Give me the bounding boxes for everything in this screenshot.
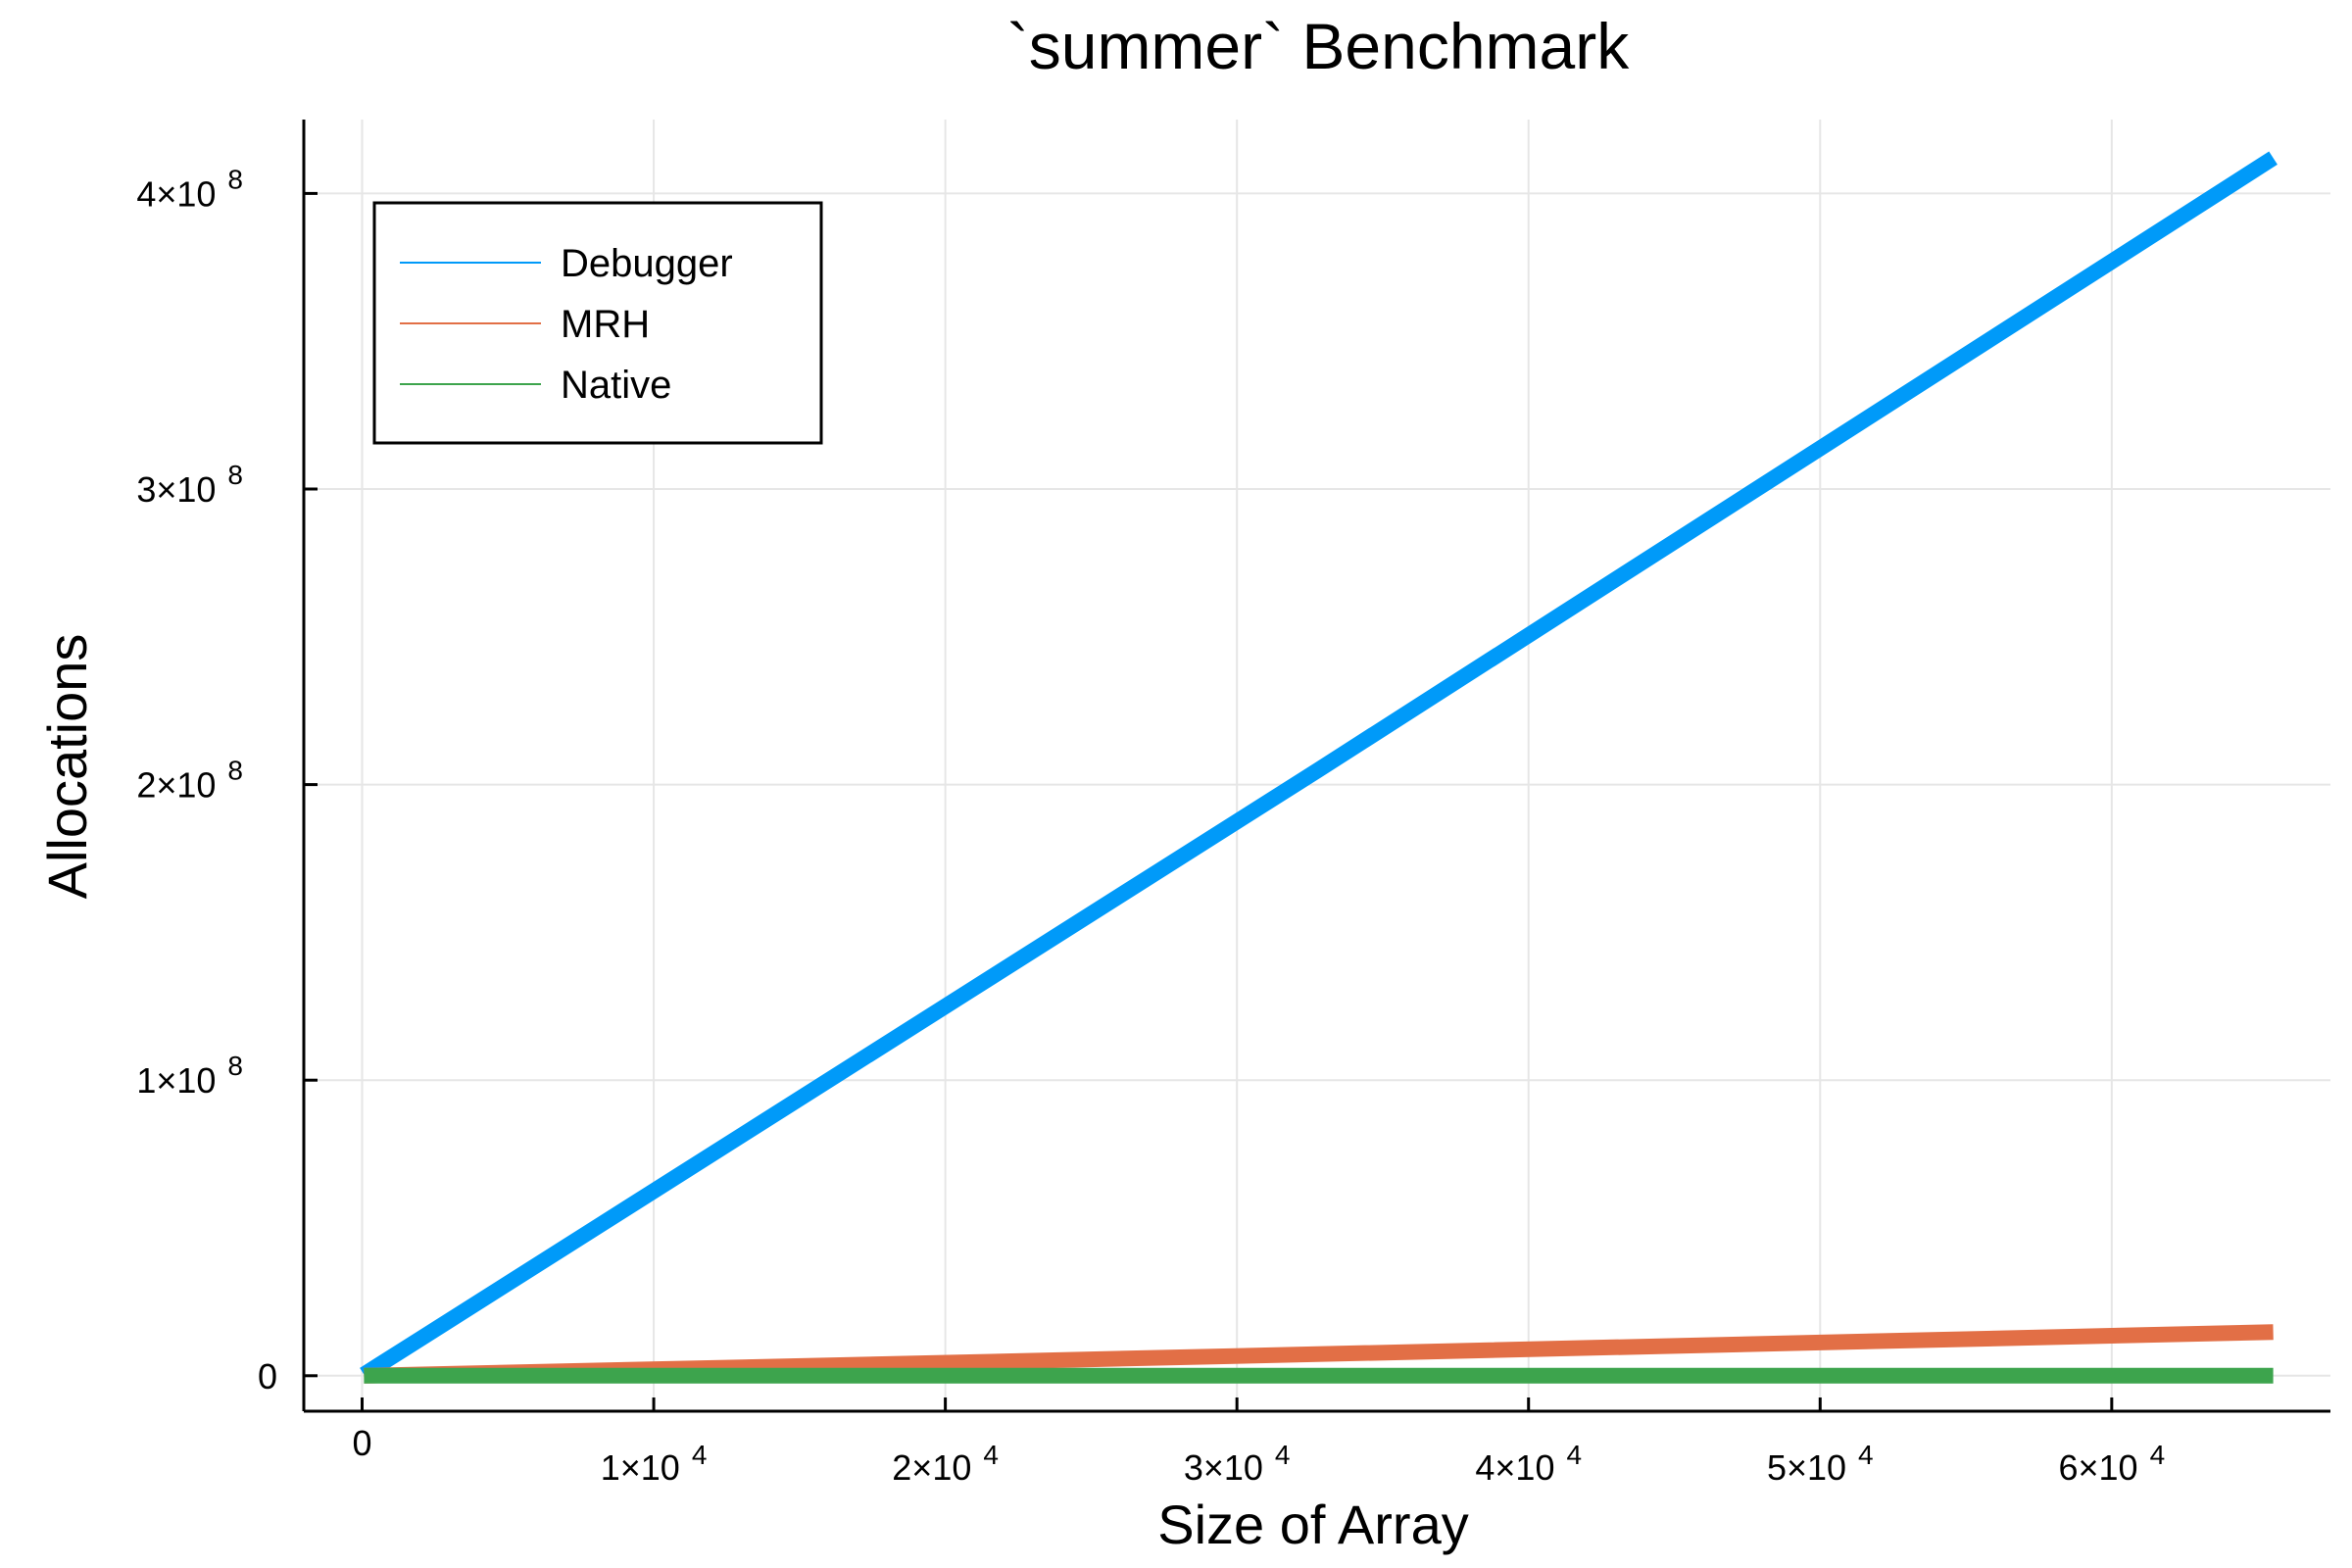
series-line-debugger [360,151,2278,1382]
x-tick-label: 0 [352,1423,371,1463]
axes [302,120,2330,1413]
x-tick-label: 6×10 4 [2058,1440,2165,1488]
grid [304,120,2330,1411]
x-tick-label: 2×10 4 [892,1440,999,1488]
legend-label-debugger: Debugger [561,242,733,285]
y-tick-label: 2×10 8 [136,756,243,806]
chart-title: `summer` Benchmark [1007,10,1630,82]
series-layer [360,151,2278,1384]
x-tick-label: 4×10 4 [1475,1440,1582,1488]
y-tick-label: 1×10 8 [136,1051,243,1101]
legend-label-mrh: MRH [561,303,650,346]
y-axis-title: Allocations [36,634,98,900]
x-axis-title: Size of Array [1157,1494,1468,1555]
x-tick-label: 1×10 4 [601,1440,708,1488]
legend-label-native: Native [561,364,671,407]
x-tick-label: 5×10 4 [1767,1440,1874,1488]
y-tick-label: 4×10 8 [136,164,243,214]
ticks: 0 1×10 4 2×10 4 3×10 4 4×10 4 5×10 4 6×10 4 0 1×10 8 2×1… [136,164,2165,1488]
legend: Debugger MRH Native [372,201,823,445]
y-tick-label: 0 [258,1356,277,1396]
x-tick-label: 3×10 4 [1184,1440,1291,1488]
y-tick-label: 3×10 8 [136,460,243,510]
